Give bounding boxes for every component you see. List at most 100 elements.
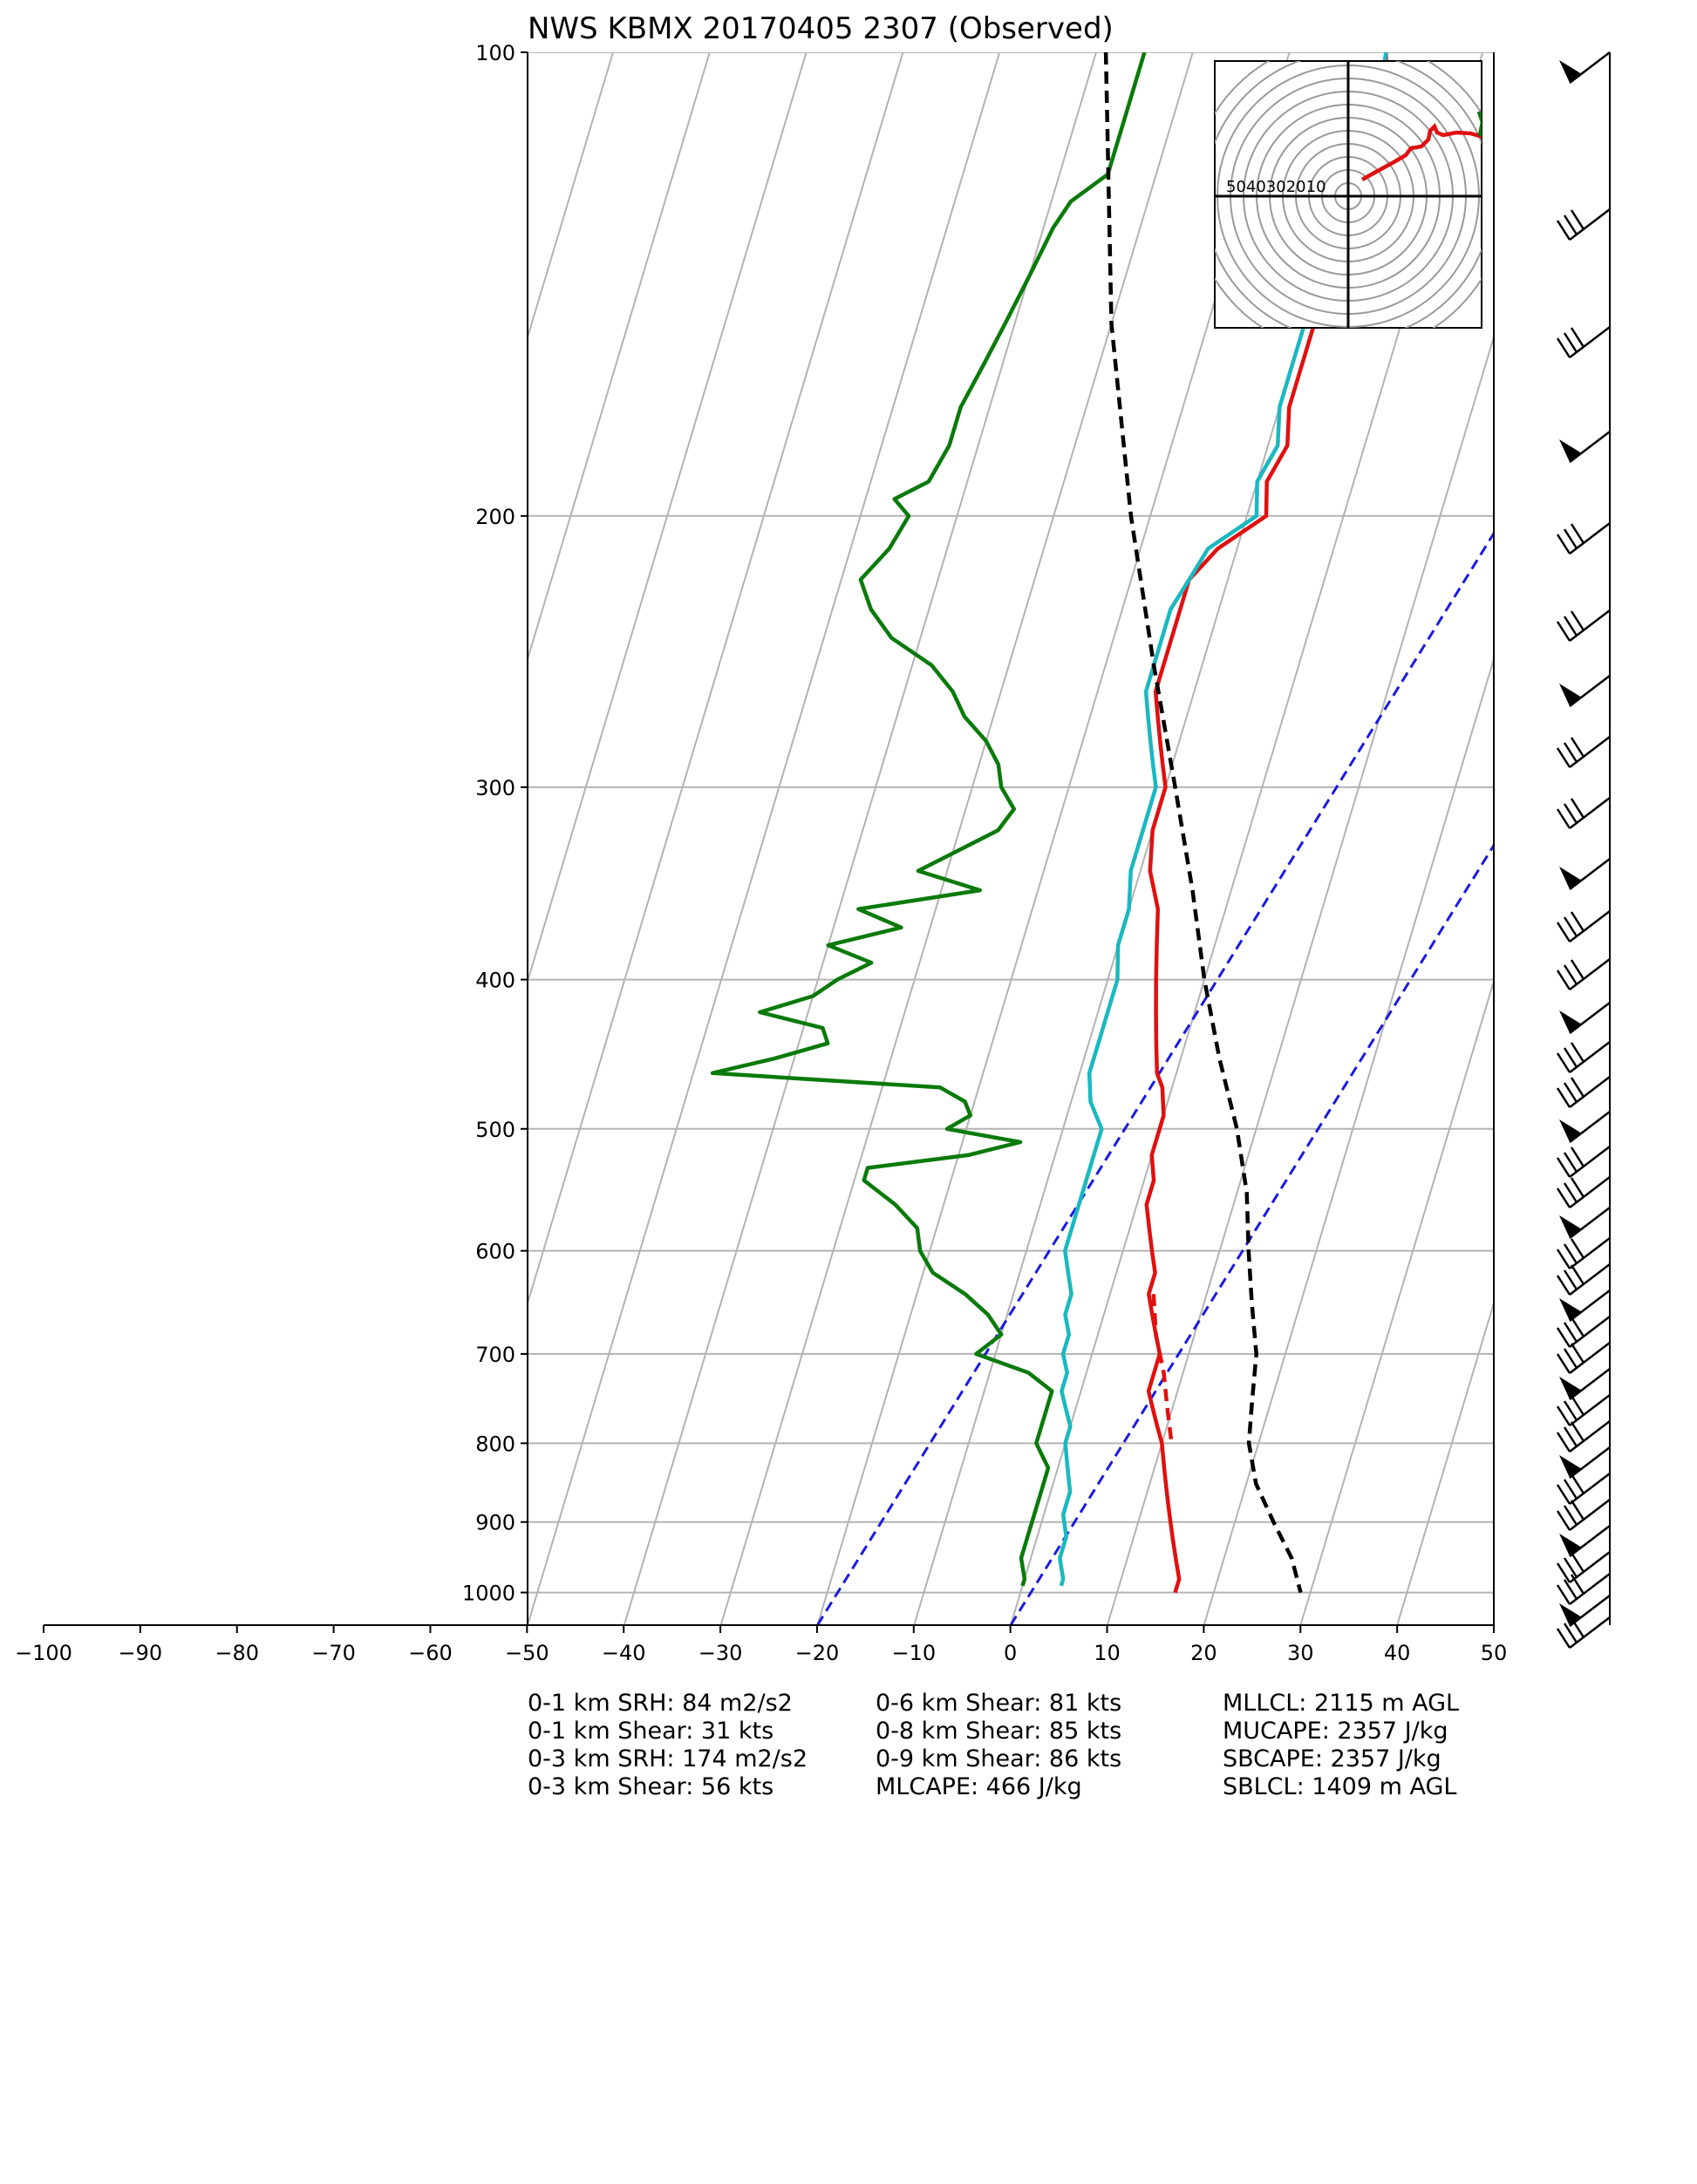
wind-barb-tick: [1556, 970, 1571, 990]
wind-barb-tick: [1563, 1152, 1578, 1173]
wind-barb-tick: [1570, 209, 1585, 230]
series-line-2: [1058, 52, 1388, 1587]
index-label: SBLCL: 1409 m AGL: [1223, 1773, 1456, 1800]
wind-barb-tick: [1556, 1510, 1571, 1531]
series-clipped: [710, 52, 1388, 1594]
wind-barb-tick: [1556, 1584, 1571, 1605]
wind-barb-tick: [1563, 1348, 1578, 1369]
index-label: 0-1 km SRH: 84 m2/s2: [528, 1690, 793, 1717]
wind-barb-tick: [1556, 1405, 1571, 1426]
hodograph-trace-green: [1476, 111, 1482, 137]
wind-barb-tick: [1563, 1557, 1578, 1578]
wind-barb-tick: [1556, 1248, 1571, 1269]
index-label: MLLCL: 2115 m AGL: [1223, 1690, 1459, 1717]
wind-barb-tick: [1556, 534, 1571, 555]
indices-table: 0-1 km SRH: 84 m2/s20-1 km Shear: 31 kts…: [528, 1690, 1459, 1800]
wind-barb-tick: [1570, 1238, 1585, 1259]
x-tick-label: −90: [119, 1641, 163, 1665]
wind-barb-tick: [1556, 747, 1571, 768]
x-tick-label: 30: [1287, 1641, 1314, 1665]
wind-barb-tick: [1570, 1395, 1585, 1416]
grid-layer: [528, 52, 1494, 1625]
wind-barb-tick: [1563, 742, 1578, 763]
series-line-0: [1144, 52, 1388, 1594]
wind-barb-tick: [1563, 616, 1578, 636]
wind-barb-tick: [1556, 1187, 1571, 1208]
wind-barb-tick: [1563, 916, 1578, 937]
y-tick-label: 400: [475, 969, 515, 993]
wind-barb-tick: [1570, 1421, 1585, 1442]
isotherm-line: [623, 52, 1097, 1625]
x-tick-label: −70: [311, 1641, 356, 1665]
wind-barb-flag: [1559, 1377, 1582, 1399]
wind-barb-tick: [1563, 1322, 1578, 1343]
grid-clipped: [528, 52, 1494, 1625]
wind-barb-flag: [1559, 867, 1582, 889]
wind-barb-tick: [1563, 1182, 1578, 1203]
wind-barb-flag: [1559, 1298, 1582, 1321]
wind-barb-flag: [1559, 1534, 1582, 1556]
x-tick-label: −100: [15, 1641, 72, 1665]
wind-barb-tick: [1570, 911, 1585, 932]
isotherm-line: [528, 52, 614, 341]
isotherm-line: [528, 52, 904, 1307]
wind-barb-tick: [1570, 798, 1585, 819]
wind-barb-tick: [1563, 1426, 1578, 1447]
wind-barb-flag: [1559, 60, 1582, 83]
wind-barb-tick: [1556, 1562, 1571, 1583]
hodograph-clipped: [1215, 61, 1482, 328]
wind-barb-tick: [1556, 1353, 1571, 1374]
isotherm-line: [816, 52, 1291, 1625]
x-tick-label: 40: [1384, 1641, 1411, 1665]
isotherm-line: [1396, 1300, 1494, 1625]
mixing-line: [816, 530, 1494, 1625]
wind-barb-tick: [1563, 803, 1578, 824]
y-tick-label: 100: [475, 41, 515, 65]
y-tick-label: 1000: [462, 1582, 515, 1606]
wind-barb-tick: [1570, 1264, 1585, 1285]
index-label: 0-9 km Shear: 86 kts: [876, 1745, 1121, 1772]
wind-barb-tick: [1570, 1177, 1585, 1198]
x-tick-label: −10: [891, 1641, 936, 1665]
index-label: 0-1 km Shear: 31 kts: [528, 1718, 774, 1745]
y-tick-label: 600: [475, 1240, 515, 1264]
mixing-line: [1009, 842, 1494, 1625]
series-line-1: [1151, 1294, 1174, 1444]
wind-barb-tick: [1563, 528, 1578, 549]
wind-barb-tick: [1570, 1146, 1585, 1167]
x-tick-label: −60: [408, 1641, 453, 1665]
hodograph: 5040302010: [1214, 60, 1482, 329]
wind-barb-tick: [1570, 610, 1585, 631]
series-layer: [710, 52, 1388, 1594]
wind-barb-tick: [1556, 922, 1571, 942]
wind-barb-tick: [1556, 1275, 1571, 1296]
wind-barb-tick: [1570, 1077, 1585, 1098]
y-tick-label: 700: [475, 1343, 515, 1367]
isotherm-line: [1106, 334, 1494, 1625]
wind-barb-tick: [1570, 1343, 1585, 1364]
wind-barb-tick: [1563, 1579, 1578, 1600]
isotherm-line: [719, 52, 1194, 1625]
index-label: MLCAPE: 466 J/kg: [876, 1773, 1082, 1800]
wind-barb-tick: [1570, 959, 1585, 980]
wind-barb-tick: [1570, 1500, 1585, 1521]
wind-barb-tick: [1563, 1047, 1578, 1068]
y-tick-label: 300: [475, 776, 515, 800]
isotherm-line: [528, 52, 1001, 1625]
y-tick-label: 800: [475, 1432, 515, 1456]
x-tick-label: −50: [505, 1641, 549, 1665]
wind-barb-tick: [1563, 1269, 1578, 1290]
x-tick-label: 20: [1190, 1641, 1217, 1665]
wind-barb-tick: [1556, 621, 1571, 642]
wind-barb-flag: [1559, 1455, 1582, 1478]
x-tick-label: −20: [795, 1641, 840, 1665]
wind-barb-flag: [1559, 439, 1582, 462]
wind-barb-tick: [1563, 1623, 1578, 1643]
wind-barb-tick: [1556, 337, 1571, 358]
wind-barb-tick: [1556, 808, 1571, 829]
index-label: MUCAPE: 2357 J/kg: [1223, 1718, 1448, 1745]
wind-barb-tick: [1563, 1243, 1578, 1264]
